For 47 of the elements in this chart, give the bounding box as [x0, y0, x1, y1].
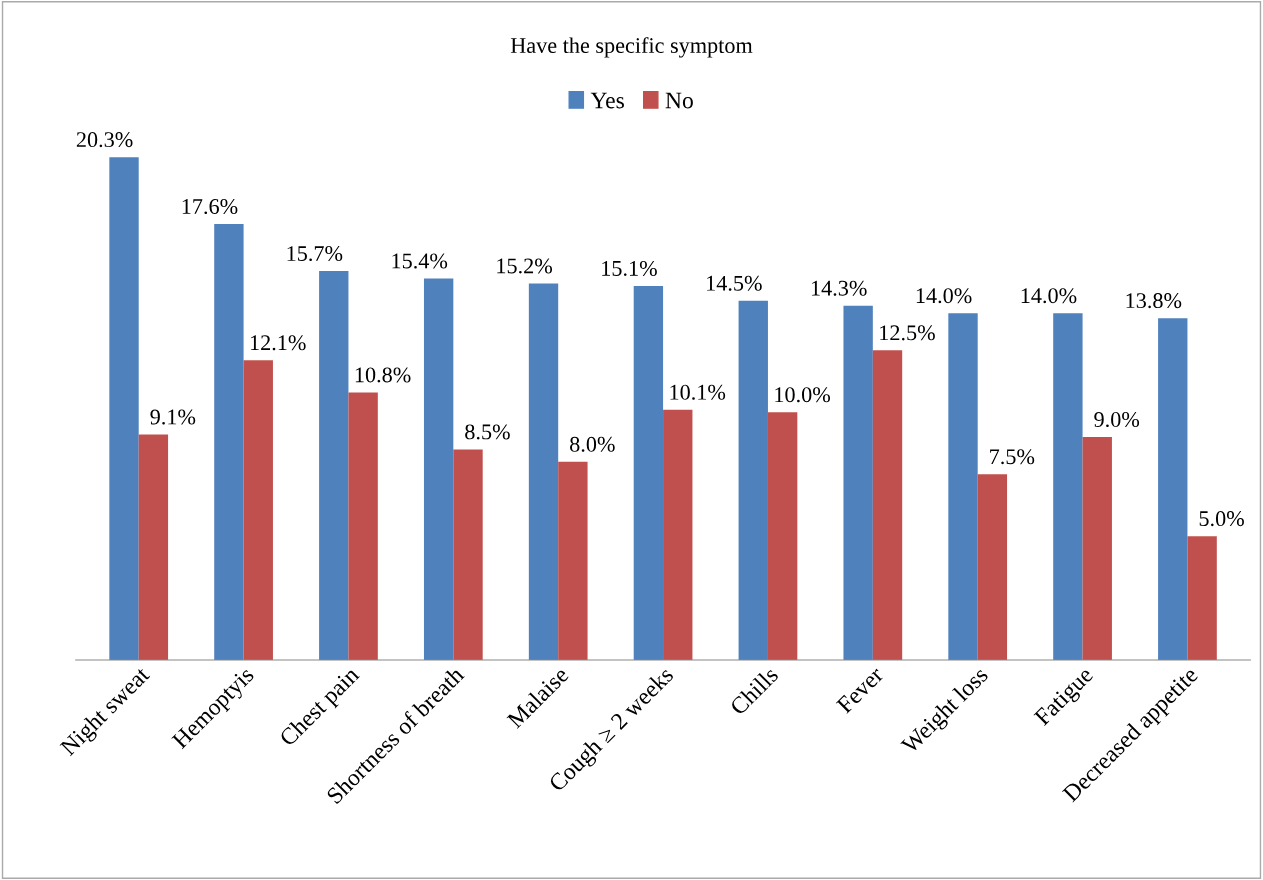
bar [243, 360, 273, 660]
bar [738, 300, 768, 660]
data-label: 9.1% [150, 409, 196, 425]
bar [633, 285, 664, 660]
legend-label: No [665, 92, 693, 109]
data-label: 14.3% [811, 280, 867, 296]
data-label: 7.5% [990, 449, 1035, 465]
bar [423, 278, 454, 660]
data-label: 5.0% [1199, 511, 1244, 527]
bar [528, 283, 559, 660]
data-label: 15.7% [287, 246, 343, 262]
bar [214, 224, 244, 660]
data-label: 14.5% [707, 275, 762, 291]
bar [1082, 437, 1112, 660]
data-label: 14.0% [916, 288, 972, 304]
bar [843, 305, 873, 660]
data-label: 17.6% [182, 198, 238, 215]
chart-title: Have the specific symptom [510, 37, 753, 58]
data-label: 15.2% [497, 258, 553, 274]
data-label: 9.0% [1094, 411, 1140, 428]
data-label: 13.8% [1126, 293, 1182, 309]
bar [1158, 318, 1188, 660]
data-label: 10.0% [775, 387, 831, 403]
data-label: 20.3% [76, 132, 133, 148]
data-label: 10.1% [670, 384, 726, 400]
data-label: 10.8% [355, 367, 411, 383]
legend-label: Yes [590, 92, 624, 109]
data-label: 12.5% [880, 325, 935, 341]
bar [319, 271, 349, 660]
bar [138, 434, 169, 660]
data-label: 12.1% [250, 335, 306, 351]
bar [1053, 313, 1083, 660]
data-label: 14.0% [1021, 288, 1077, 304]
data-label: 15.4% [392, 253, 448, 269]
bar [109, 157, 139, 660]
bar [872, 350, 903, 660]
bar [767, 412, 798, 660]
bar [348, 392, 378, 660]
data-label: 15.1% [602, 260, 657, 276]
data-label: 8.5% [465, 424, 510, 440]
bar [453, 449, 483, 660]
bar [558, 461, 588, 660]
bar [663, 409, 693, 660]
bar [977, 474, 1008, 660]
bar [948, 313, 978, 660]
bar [1187, 536, 1217, 660]
data-label: 8.0% [570, 436, 615, 452]
